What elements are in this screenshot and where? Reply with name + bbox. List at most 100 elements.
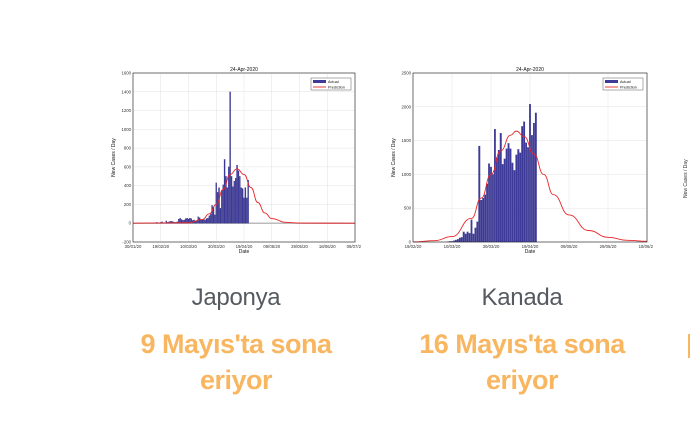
x-tick-label: 30/03/20 <box>208 244 225 249</box>
actual-bar <box>517 149 520 243</box>
actual-bar <box>225 176 227 224</box>
actual-bar <box>246 197 248 224</box>
actual-bar <box>458 237 461 243</box>
actual-bar <box>470 219 473 243</box>
actual-bar <box>521 126 524 243</box>
actual-bar <box>454 239 457 243</box>
actual-bar <box>484 194 487 243</box>
actual-bar <box>532 122 535 243</box>
legend-prediction-label: Prediction <box>620 85 637 89</box>
actual-bar <box>189 217 191 224</box>
actual-bar <box>474 227 477 243</box>
country-name: Japonya <box>191 284 281 311</box>
actual-bar <box>223 159 226 224</box>
prediction-line <box>412 130 648 243</box>
actual-bar <box>240 187 242 224</box>
actual-bar <box>190 218 192 224</box>
actual-bar <box>509 148 512 243</box>
x-tick-label: 18/06/20 <box>639 244 653 249</box>
actual-bar <box>228 166 230 224</box>
legend-actual-label: Actual <box>328 80 339 84</box>
actual-bar <box>523 121 526 243</box>
y-tick-label: 1600 <box>121 71 131 76</box>
actual-bar <box>237 170 240 224</box>
y-tick-label: 1200 <box>121 108 131 113</box>
y-tick-label: 600 <box>124 164 132 169</box>
legend-actual-swatch <box>605 80 618 83</box>
legend-actual-swatch <box>313 80 326 83</box>
actual-bar <box>472 233 475 243</box>
actual-bar <box>468 233 471 243</box>
end-date-status: 16 Mayıs'ta sona eriyor <box>419 329 625 395</box>
plot-frame <box>132 72 356 243</box>
actual-bar <box>478 145 481 243</box>
actual-bar <box>507 143 510 243</box>
y-tick-label: 2500 <box>401 71 411 76</box>
actual-bar <box>464 233 467 243</box>
y-tick-label: 200 <box>124 202 132 207</box>
y-tick-label: 2000 <box>401 104 411 109</box>
country-card-japan: 30/01/20 19/02/20 10/03/20 30/03/20 19/04/20… <box>93 62 379 398</box>
y-tick-label: 1500 <box>401 138 411 143</box>
actual-bar <box>480 200 483 243</box>
actual-bar <box>529 104 531 243</box>
x-tick-label: 10/03/20 <box>444 244 461 249</box>
actual-bar <box>180 219 183 224</box>
y-axis-label: New Cases / Day <box>391 138 397 177</box>
actual-bar <box>198 217 201 224</box>
actual-bar <box>247 179 249 224</box>
actual-bar <box>196 220 198 224</box>
actual-bar <box>243 197 245 224</box>
actual-bar <box>201 219 204 224</box>
chart-title: 24-Apr-2020 <box>516 67 544 73</box>
x-tick-label: 09/05/20 <box>561 244 578 249</box>
actual-bar <box>525 142 528 243</box>
actual-bar <box>492 174 494 243</box>
y-tick-label: 0 <box>129 221 132 226</box>
actual-bar <box>466 231 469 243</box>
actual-bar <box>244 187 247 224</box>
x-tick-label: 30/01/20 <box>125 244 142 249</box>
chart-title: 24-Apr-2020 <box>230 67 258 73</box>
x-tick-label: 19/02/20 <box>152 244 169 249</box>
actual-bar <box>497 149 500 243</box>
partial-chart-ylabel: New Cases / Day <box>683 159 689 198</box>
country-name: Kanada <box>481 284 563 311</box>
actual-bar <box>239 176 241 224</box>
actual-bar <box>210 214 212 224</box>
actual-bar <box>534 112 537 243</box>
x-tick-label: 08/07/20 <box>347 244 361 249</box>
actual-bar <box>499 133 502 243</box>
legend-prediction-label: Prediction <box>328 85 345 89</box>
actual-bar <box>185 218 187 224</box>
actual-bar <box>501 164 504 243</box>
actual-bar <box>187 218 190 224</box>
actual-bar <box>235 178 237 224</box>
actual-bar <box>505 148 508 243</box>
canada-chart: 19/02/20 10/03/20 30/03/20 19/04/20 09/05/20… <box>391 67 653 255</box>
actual-bar <box>207 217 209 224</box>
legend-actual-label: Actual <box>620 80 631 84</box>
x-tick-label: 19/04/20 <box>236 244 253 249</box>
x-axis-label: Date <box>239 249 250 255</box>
actual-bar <box>460 237 463 243</box>
actual-bar <box>183 219 186 224</box>
prediction-line <box>132 168 356 224</box>
actual-bar <box>515 154 518 243</box>
y-tick-label: 1000 <box>121 127 131 132</box>
actual-bar <box>211 205 213 224</box>
actual-bar <box>222 184 224 224</box>
actual-bar <box>482 197 485 243</box>
actual-bar <box>208 215 210 224</box>
actual-bar <box>216 192 219 224</box>
actual-bar <box>232 186 234 224</box>
partial-status-text <box>688 334 690 358</box>
actual-bar <box>182 220 184 224</box>
actual-bar <box>503 158 506 243</box>
x-tick-label: 09/05/20 <box>263 244 280 249</box>
plot-frame <box>412 72 648 243</box>
x-tick-label: 29/05/20 <box>291 244 308 249</box>
y-tick-label: 1400 <box>121 89 131 94</box>
x-tick-label: 19/02/20 <box>405 244 422 249</box>
actual-bar <box>493 129 496 243</box>
